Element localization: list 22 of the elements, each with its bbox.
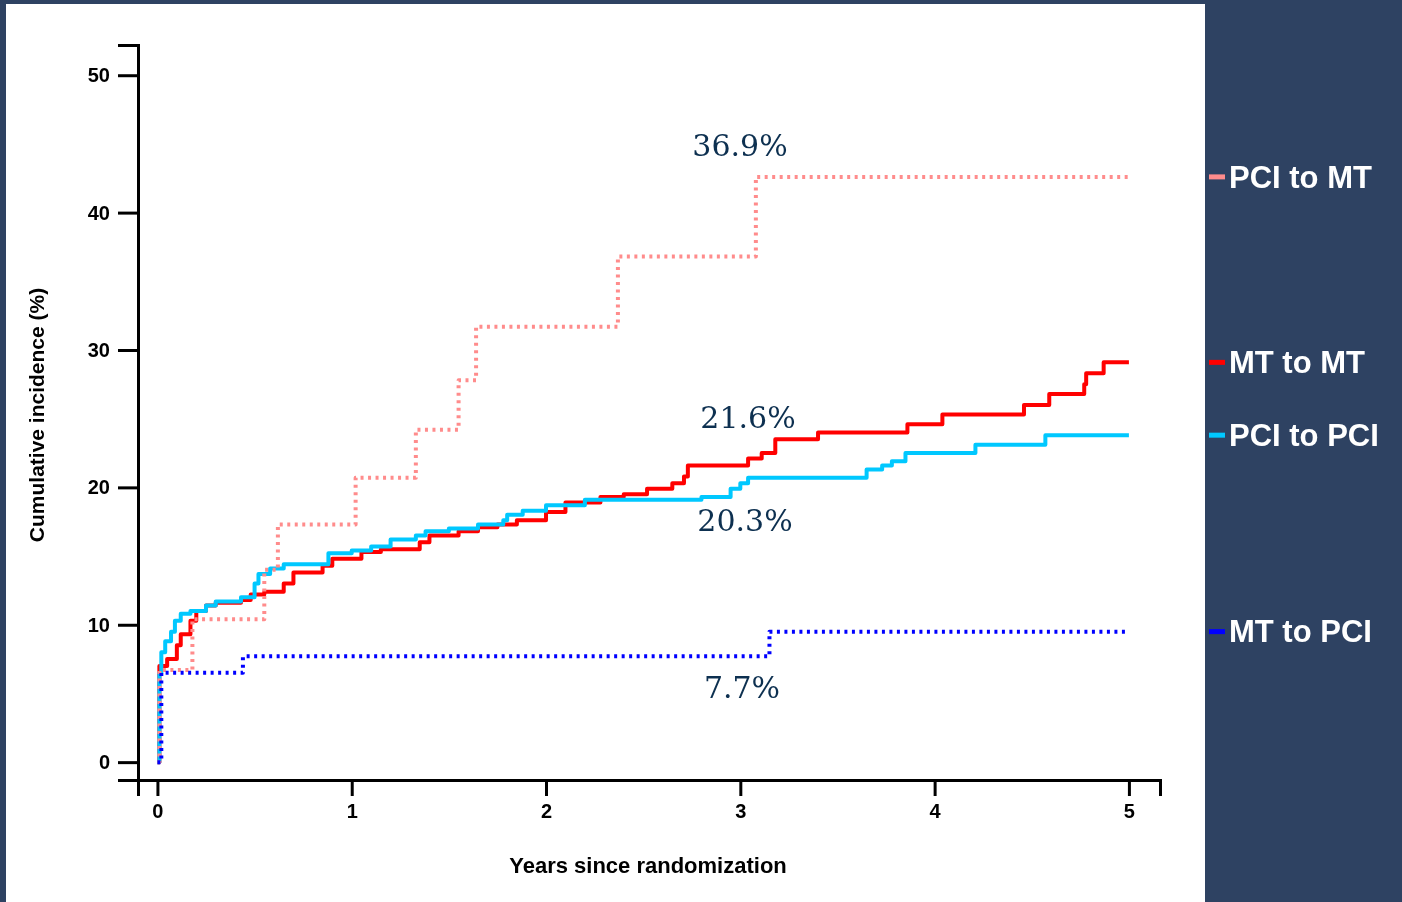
x-tick-label: 0 [152,800,164,823]
x-tick-label: 4 [929,800,942,823]
x-tick-label: 3 [735,800,747,823]
y-tick-label: 50 [87,64,110,87]
y-tick-label: 10 [87,613,110,636]
x-tick-label: 1 [346,800,358,823]
y-axis-title: Cumulative incidence (%) [25,287,48,543]
annotation: 36.9% [692,127,788,163]
annotation: 21.6% [700,399,796,435]
x-axis-title: Years since randomization [509,853,787,878]
annotation: 20.3% [697,502,793,538]
legend-label: MT to PCI [1229,614,1372,650]
y-tick-label: 30 [87,338,110,361]
x-tick-label: 5 [1123,800,1135,823]
y-tick-label: 20 [87,476,110,499]
legend-label: PCI to MT [1229,159,1372,195]
annotation: 7.7% [703,669,781,705]
y-tick-label: 0 [98,751,110,774]
y-tick-label: 40 [87,201,110,224]
legend-label: MT to MT [1229,345,1366,381]
legend-label: PCI to PCI [1229,418,1379,454]
x-tick-label: 2 [540,800,553,823]
